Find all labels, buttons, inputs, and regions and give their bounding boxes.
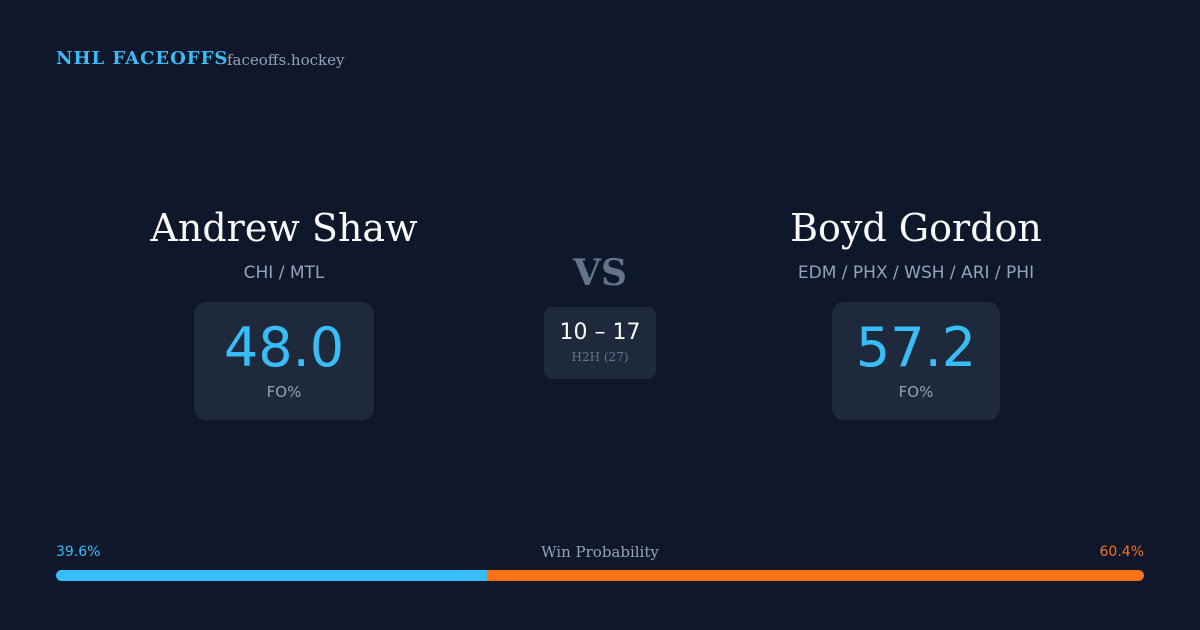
stat-card xyxy=(832,302,1000,420)
player-teams: CHI / MTL xyxy=(243,263,325,283)
vs-label: VS xyxy=(573,252,627,294)
site-name: faceoffs.hockey xyxy=(227,51,345,69)
stat-card xyxy=(194,302,374,420)
win-prob-label: 39.6% xyxy=(56,544,101,560)
h2h-score: 10 – 17 xyxy=(559,320,641,345)
win-prob-segment xyxy=(486,570,1144,581)
win-prob-title: Win Probability xyxy=(541,543,659,561)
faceoff-label: FO% xyxy=(266,383,302,401)
faceoff-pct: 57.2 xyxy=(855,316,977,379)
win-prob-segment xyxy=(56,570,487,581)
faceoff-pct: 48.0 xyxy=(223,316,345,379)
player-teams: EDM / PHX / WSH / ARI / PHI xyxy=(797,263,1035,283)
player-name: Boyd Gordon xyxy=(790,206,1042,250)
brand-title: NHL FACEOFFS xyxy=(56,48,229,69)
h2h-label: H2H (27) xyxy=(571,350,629,364)
win-prob-bar xyxy=(56,570,1144,581)
player-name: Andrew Shaw xyxy=(150,206,418,250)
win-prob-label: 60.4% xyxy=(1099,544,1144,560)
h2h-card xyxy=(544,307,656,379)
faceoff-label: FO% xyxy=(898,383,934,401)
